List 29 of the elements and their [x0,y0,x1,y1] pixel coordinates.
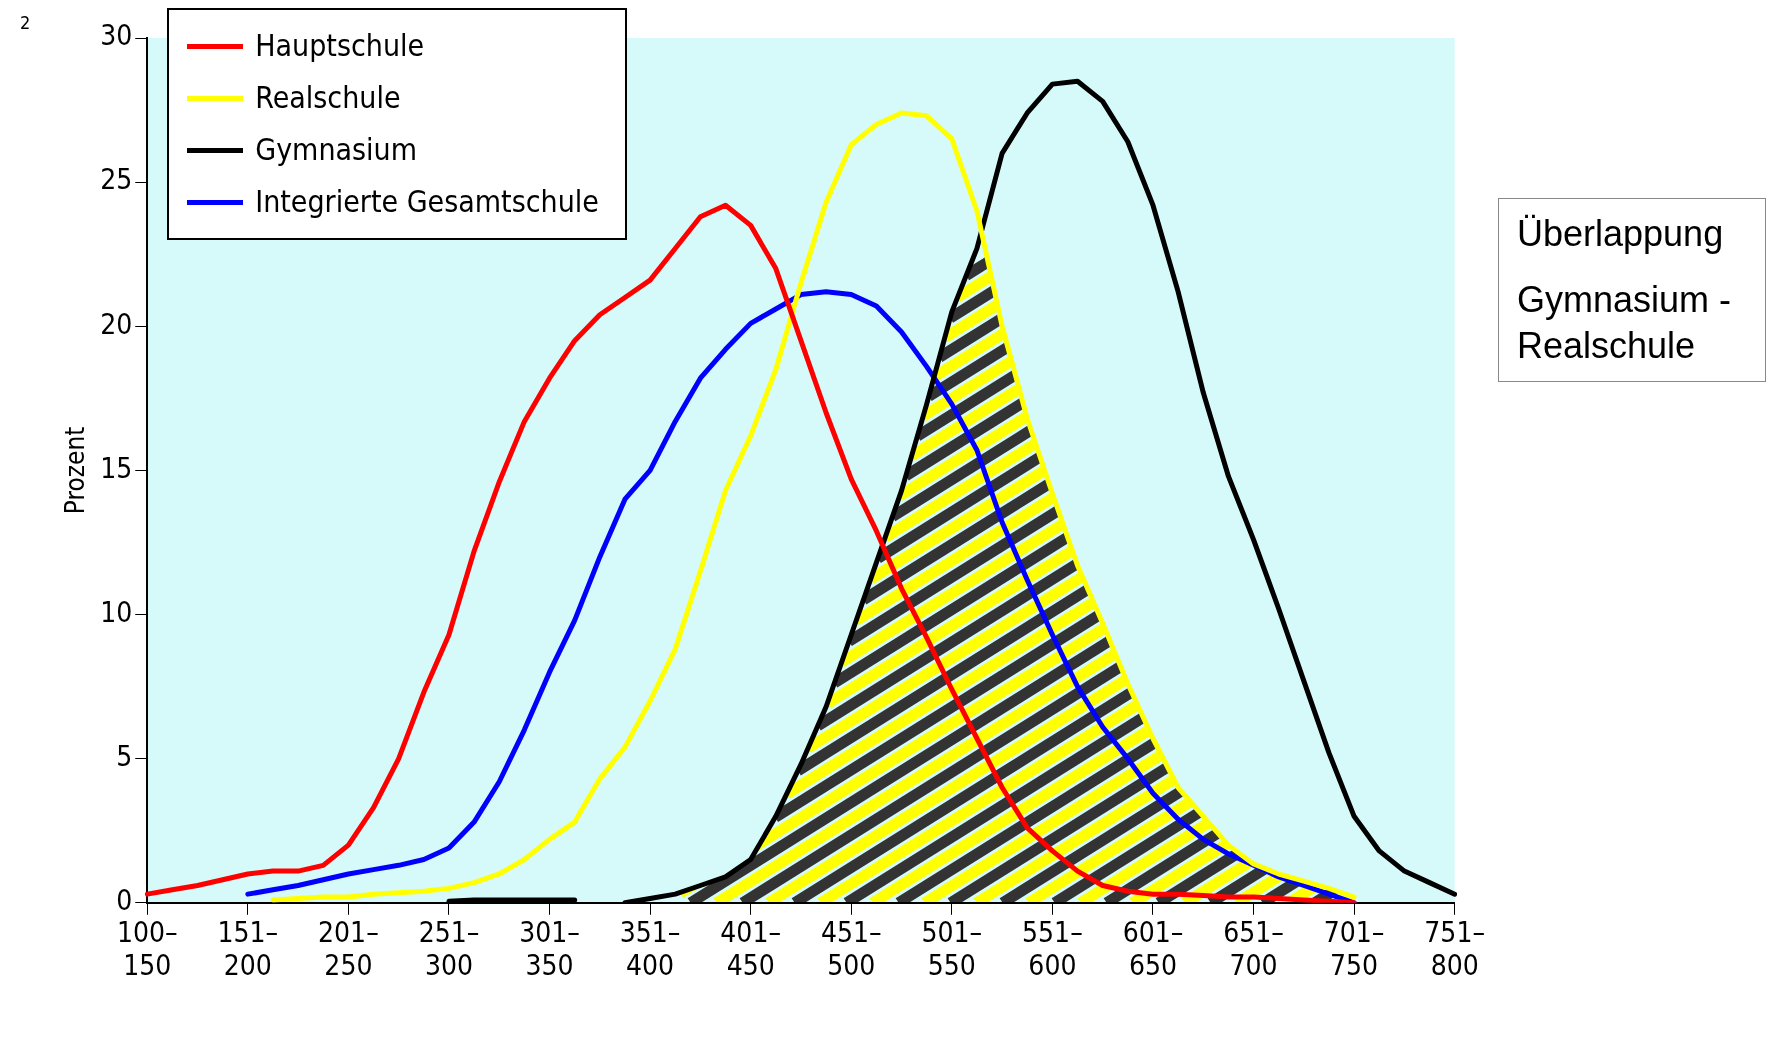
x-tick-label: 601–650 [1122,915,1184,983]
x-tick-label: 401–450 [720,915,782,983]
legend-label: Hauptschule [255,27,425,65]
x-tick-label: 551–600 [1022,915,1083,983]
y-axis-title: Prozent [60,426,91,515]
x-tick-label: 301–350 [519,915,580,983]
x-tick-label: 501–550 [921,915,983,983]
x-tick-label: 201–250 [318,915,379,983]
legend-label: Realschule [255,79,401,117]
legend-label: Integrierte Gesamtschule [255,183,599,221]
x-tick-label: 451–500 [820,915,882,983]
text: 2 [20,12,31,33]
y-tick-label: 5 [116,739,133,773]
legend-label: Gymnasium [255,131,418,169]
text: Überlappung [1517,212,1725,256]
x-tick-label: 351–400 [619,915,681,983]
text: Gymnasium - Realschule [1517,278,1733,368]
x-tick-label: 701–750 [1323,915,1385,983]
y-tick-label: 15 [100,451,133,485]
y-tick-label: 25 [100,163,133,197]
x-tick-label: 751–800 [1424,915,1485,983]
x-tick-label: 251–300 [418,915,480,983]
x-tick-label: 100–150 [116,915,178,983]
y-tick-label: 20 [100,307,133,341]
x-tick-label: 651–700 [1223,915,1284,983]
y-tick-label: 10 [100,595,133,629]
y-tick-label: 0 [116,884,133,918]
x-tick-label: 151–200 [217,915,279,983]
y-tick-label: 30 [100,19,133,53]
